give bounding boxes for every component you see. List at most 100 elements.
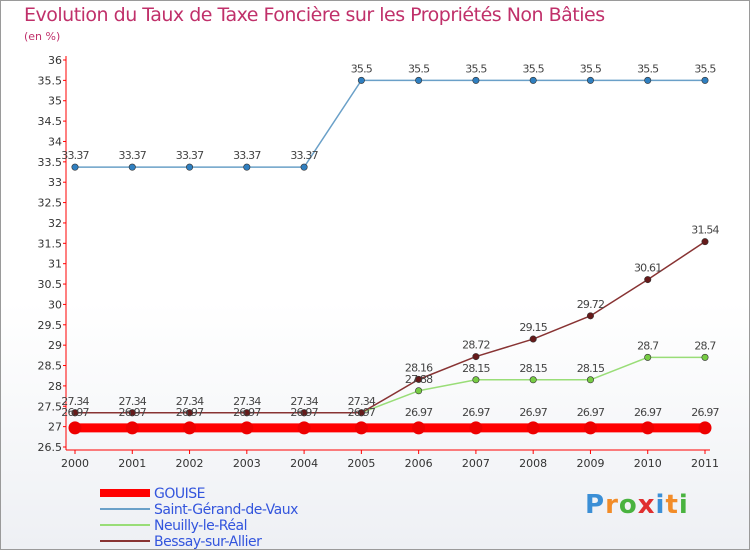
data-point [587,313,593,319]
data-label: 31.54 [691,224,719,237]
data-label: 26.97 [290,406,318,419]
data-label: 33.37 [290,149,318,162]
x-tick-label: 2008 [519,457,547,470]
data-label: 28.72 [462,339,490,352]
data-point [183,421,196,434]
x-tick-label: 2011 [691,457,719,470]
data-label: 35.5 [351,62,373,75]
data-point [699,421,712,434]
data-label: 29.15 [519,321,547,334]
data-point [641,421,654,434]
series-layer: 26.97 26.97 26.97 26.97 26.97 26.97 26.97 26.97… [61,62,719,434]
data-point [301,164,307,170]
data-label: 35.5 [637,62,659,75]
series-line [75,80,705,167]
y-tick-label: 27 [48,421,62,434]
y-tick-label: 34 [48,135,62,148]
data-label: 26.97 [519,406,547,419]
data-point [702,238,708,244]
data-point [415,77,421,83]
data-label: 35.5 [408,62,430,75]
series-line [75,242,705,413]
data-label: 28.15 [519,362,547,375]
data-label: 33.37 [176,149,204,162]
data-label: 35.5 [523,62,545,75]
legend-label: GOUISE [154,486,205,502]
data-point [240,421,253,434]
data-point [645,77,651,83]
y-tick-label: 30.5 [38,278,63,291]
x-tick-label: 2010 [634,457,662,470]
data-point [645,354,651,360]
data-point [473,353,479,359]
data-label: 35.5 [694,62,716,75]
data-label: 26.97 [462,406,490,419]
legend-label: Neuilly-le-Réal [154,518,247,534]
data-label: 26.97 [405,406,433,419]
data-label: 27.34 [176,395,204,408]
data-point [186,164,192,170]
data-point [584,421,597,434]
data-label: 33.37 [233,149,261,162]
y-tick-label: 33.5 [38,156,63,169]
data-point [355,421,368,434]
data-point [530,377,536,383]
data-label: 27.34 [348,395,376,408]
x-tick-label: 2005 [347,457,375,470]
data-label: 27.34 [233,395,261,408]
line-chart: 26.52727.52828.52929.53030.53131.53232.5… [0,0,750,550]
data-point [412,421,425,434]
data-label: 26.97 [119,406,147,419]
data-point [72,164,78,170]
legend-label: Bessay-sur-Allier [154,534,262,550]
data-point [69,421,82,434]
y-tick-label: 30 [48,298,62,311]
data-label: 26.97 [176,406,204,419]
data-point [469,421,482,434]
data-label: 33.37 [119,149,147,162]
y-tick-label: 28.5 [38,360,63,373]
legend: GOUISESaint-Gérand-de-VauxNeuilly-le-Réa… [100,486,298,550]
data-label: 35.5 [580,62,602,75]
x-tick-label: 2009 [576,457,604,470]
data-label: 35.5 [465,62,487,75]
y-tick-label: 35.5 [38,74,63,87]
legend-label: Saint-Gérand-de-Vaux [154,502,298,518]
data-label: 28.7 [694,339,716,352]
data-point [587,77,593,83]
data-label: 26.97 [577,406,605,419]
data-label: 27.34 [61,395,89,408]
data-label: 27.34 [290,395,318,408]
data-label: 26.97 [348,406,376,419]
x-tick-label: 2000 [61,457,89,470]
y-tick-label: 32.5 [38,197,63,210]
proxiti-logo: Proxiti [585,490,689,520]
data-label: 30.61 [634,262,662,275]
data-point [244,164,250,170]
y-tick-label: 27.5 [38,400,63,413]
data-point [298,421,311,434]
data-label: 27.34 [119,395,147,408]
data-point [126,421,139,434]
x-tick-label: 2007 [462,457,490,470]
y-tick-label: 31.5 [38,237,63,250]
data-label: 28.15 [462,362,490,375]
y-tick-label: 26.5 [38,441,63,454]
data-label: 28.7 [637,339,659,352]
data-label: 29.72 [577,298,605,311]
data-point [358,77,364,83]
data-label: 28.16 [405,361,433,374]
x-tick-label: 2002 [176,457,204,470]
x-tick-label: 2004 [290,457,318,470]
data-point [645,276,651,282]
data-point [473,377,479,383]
data-label: 26.97 [61,406,89,419]
data-label: 33.37 [61,149,89,162]
y-tick-label: 31 [48,258,62,271]
data-label: 26.97 [691,406,719,419]
data-label: 26.97 [233,406,261,419]
y-tick-label: 28 [48,380,62,393]
data-point [530,336,536,342]
x-tick-label: 2006 [405,457,433,470]
data-point [527,421,540,434]
